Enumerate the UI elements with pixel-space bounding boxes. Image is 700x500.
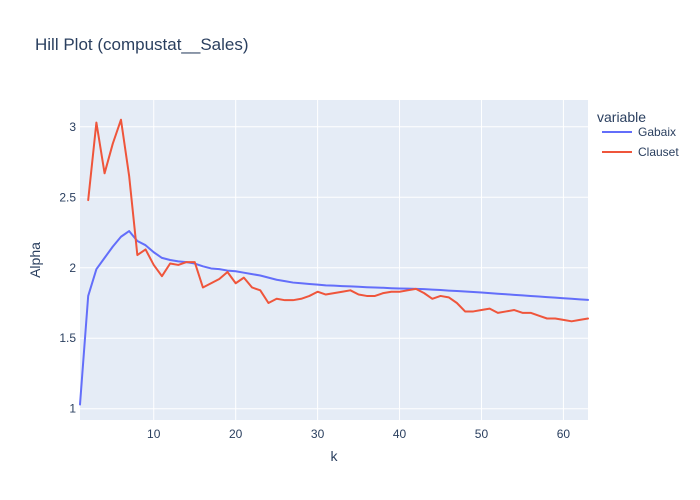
- legend-label-clauset[interactable]: Clauset: [638, 145, 679, 159]
- y-tick-label: 1: [69, 402, 76, 416]
- plot-area[interactable]: [80, 100, 588, 420]
- x-tick-label: 50: [475, 427, 489, 441]
- y-axis-ticks: 1 1.5 2 2.5 3: [59, 120, 76, 416]
- legend-title: variable: [597, 109, 646, 125]
- chart-title: Hill Plot (compustat__Sales): [35, 35, 249, 54]
- x-axis-title: k: [331, 448, 339, 464]
- x-axis-ticks: 10 20 30 40 50 60: [147, 427, 570, 441]
- x-tick-label: 40: [393, 427, 407, 441]
- legend: variable Gabaix Clauset: [597, 109, 679, 159]
- x-tick-label: 20: [229, 427, 243, 441]
- y-axis-title: Alpha: [27, 242, 43, 278]
- y-tick-label: 2.5: [59, 190, 76, 204]
- series-line-gabaix[interactable]: [79, 230, 589, 406]
- series-layer: [79, 118, 589, 406]
- y-tick-label: 1.5: [59, 331, 76, 345]
- x-tick-label: 30: [311, 427, 325, 441]
- y-tick-label: 3: [69, 120, 76, 134]
- x-tick-label: 10: [147, 427, 161, 441]
- x-tick-label: 60: [557, 427, 571, 441]
- y-tick-label: 2: [69, 261, 76, 275]
- grid-lines: [80, 100, 588, 420]
- series-line-clauset[interactable]: [87, 118, 589, 323]
- legend-label-gabaix[interactable]: Gabaix: [638, 125, 676, 139]
